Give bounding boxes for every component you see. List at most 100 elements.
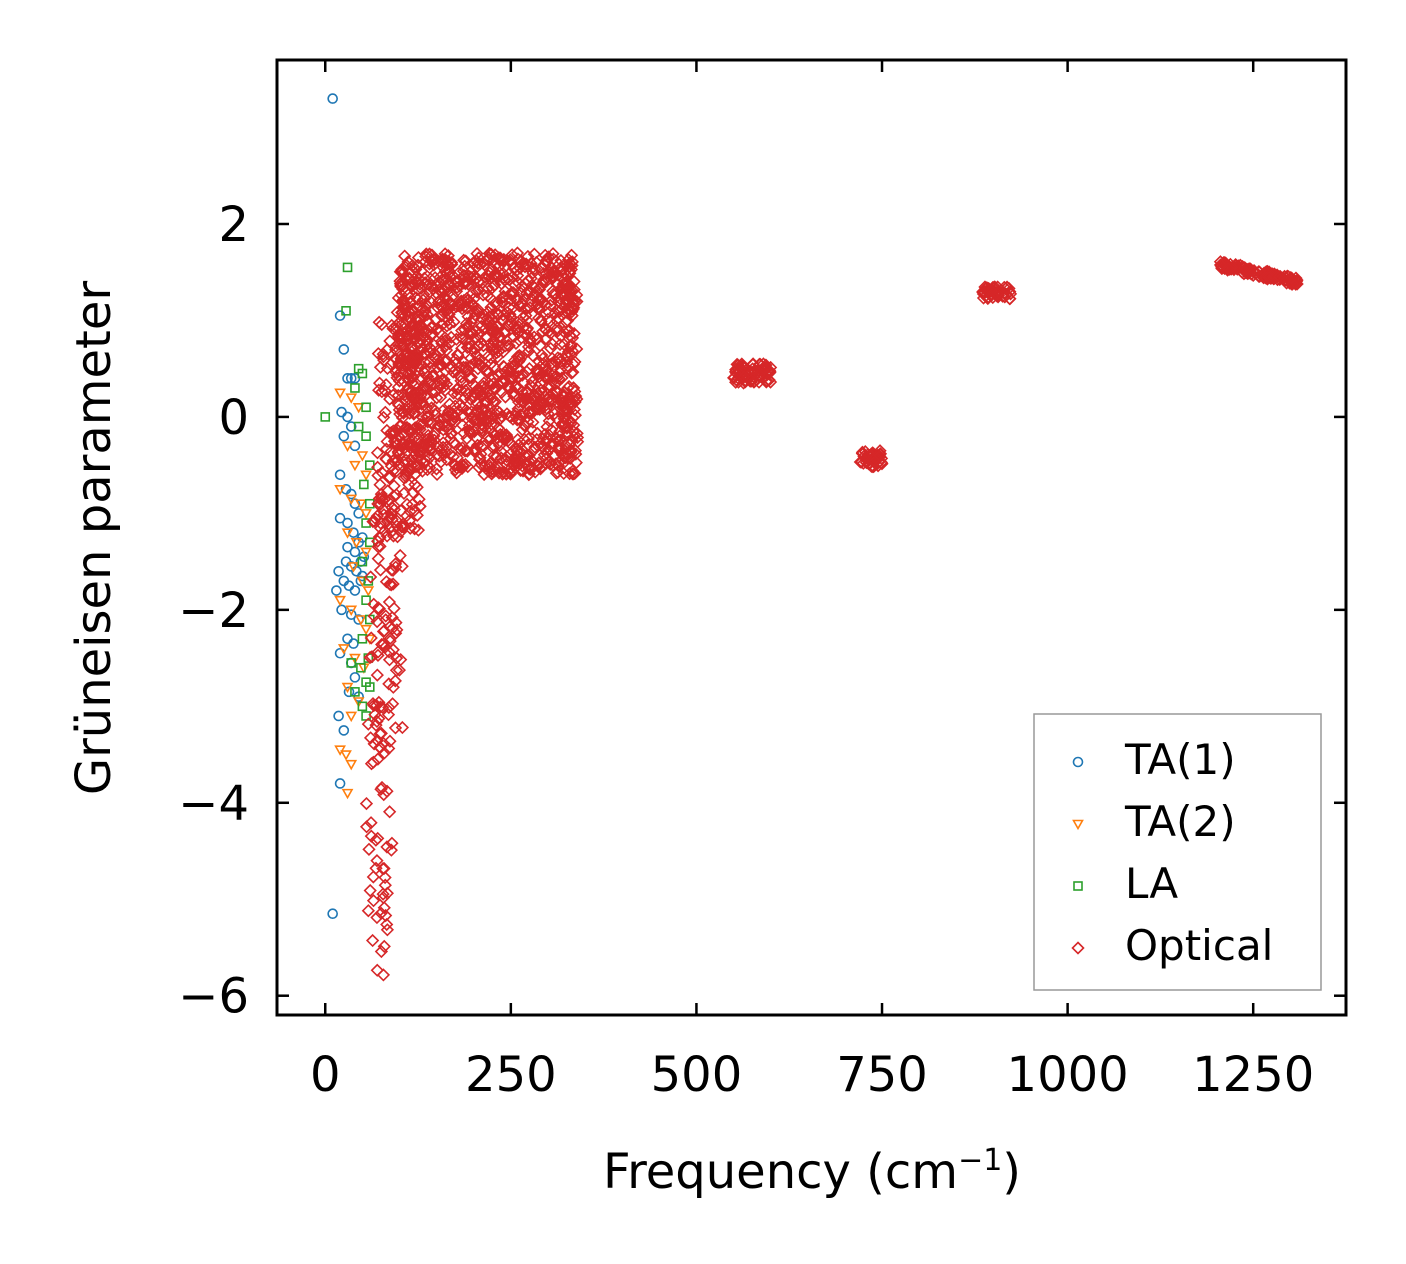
data-point	[479, 329, 493, 344]
data-point	[341, 788, 354, 800]
data-point	[361, 402, 371, 413]
data-point	[376, 890, 390, 905]
data-point	[428, 407, 442, 421]
data-point	[531, 293, 545, 307]
series-ta-1-	[327, 93, 370, 920]
data-point	[455, 461, 469, 475]
y-tick-label: 0	[218, 390, 249, 446]
data-point	[393, 265, 407, 279]
data-point	[526, 415, 540, 429]
data-point	[355, 499, 367, 510]
data-point	[531, 458, 545, 472]
data-point	[341, 306, 351, 316]
data-point	[398, 260, 413, 274]
data-point	[419, 454, 434, 468]
data-point	[563, 399, 578, 414]
data-point	[334, 647, 346, 659]
data-point	[535, 440, 550, 454]
data-point	[525, 391, 539, 405]
data-point	[345, 393, 358, 404]
data-point	[462, 418, 477, 433]
data-point	[327, 908, 338, 920]
data-point	[486, 338, 500, 352]
data-point	[545, 337, 560, 351]
data-point	[536, 324, 550, 339]
data-point	[408, 522, 422, 536]
data-point	[364, 829, 378, 843]
data-point	[367, 737, 381, 751]
data-point	[519, 308, 533, 323]
data-point	[537, 448, 552, 462]
data-point	[437, 354, 452, 368]
data-point	[342, 411, 353, 423]
data-point	[388, 557, 403, 571]
data-point	[366, 514, 380, 529]
data-point	[500, 429, 514, 443]
data-point	[364, 570, 378, 584]
data-point	[402, 359, 417, 373]
data-point	[502, 273, 516, 287]
data-point	[396, 517, 410, 531]
data-point	[440, 453, 454, 467]
data-point	[355, 615, 367, 626]
data-point	[463, 295, 477, 309]
data-point	[402, 422, 417, 436]
y-tick-label: −2	[178, 583, 249, 639]
data-point	[496, 359, 511, 374]
data-point	[494, 429, 509, 444]
data-point	[427, 369, 441, 383]
data-point	[360, 624, 372, 636]
data-point	[464, 370, 478, 385]
data-point	[570, 426, 584, 441]
data-point	[427, 426, 442, 440]
data-point	[341, 528, 354, 539]
data-point	[376, 968, 391, 982]
data-point	[411, 258, 425, 273]
data-point	[418, 255, 432, 269]
data-point	[441, 257, 455, 271]
data-point	[372, 491, 387, 506]
data-point	[334, 469, 346, 481]
data-point	[405, 317, 420, 331]
data-point	[406, 485, 420, 500]
data-point	[477, 376, 491, 390]
data-point	[334, 595, 346, 607]
data-point	[464, 351, 478, 366]
data-point	[454, 370, 468, 384]
data-point	[424, 254, 438, 268]
data-point	[380, 784, 394, 798]
legend-label-ta1: TA(1)	[1124, 735, 1236, 784]
data-point	[380, 840, 394, 854]
data-point	[334, 512, 346, 524]
data-point	[531, 439, 545, 453]
data-point	[359, 820, 374, 834]
data-point	[379, 908, 393, 923]
data-point	[405, 371, 420, 385]
data-point	[1002, 292, 1017, 306]
data-point	[377, 353, 391, 368]
data-point	[371, 831, 385, 846]
data-point	[555, 418, 569, 432]
data-point	[371, 460, 385, 474]
data-point	[362, 586, 375, 597]
data-point	[484, 300, 498, 314]
data-point	[475, 423, 489, 438]
data-point	[505, 464, 519, 478]
data-point	[561, 279, 575, 294]
data-point	[412, 336, 427, 350]
data-point	[333, 710, 344, 722]
data-point	[556, 389, 570, 403]
data-point	[460, 404, 475, 419]
y-tick-label: −6	[178, 969, 249, 1025]
data-point	[461, 320, 475, 335]
data-point	[468, 422, 482, 437]
data-point	[515, 368, 530, 382]
data-point	[438, 383, 452, 397]
data-point	[424, 295, 438, 309]
data-point	[554, 263, 568, 277]
data-point	[382, 805, 397, 819]
data-point	[568, 294, 582, 308]
data-point	[373, 563, 388, 577]
data-point	[475, 386, 489, 401]
data-point	[364, 816, 378, 830]
